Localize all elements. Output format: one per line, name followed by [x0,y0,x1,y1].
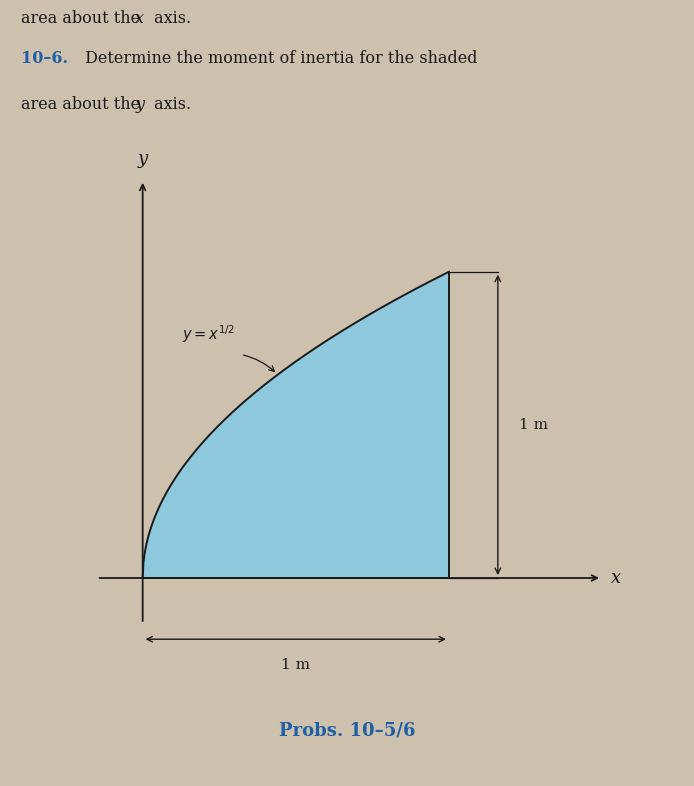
Text: x: x [135,10,144,27]
Text: area about the: area about the [21,96,145,112]
Text: axis.: axis. [149,10,192,27]
Text: 10–6.: 10–6. [21,50,68,68]
Text: x: x [611,569,621,587]
Text: Probs. 10–5/6: Probs. 10–5/6 [279,722,415,740]
Text: y: y [137,149,148,167]
Text: area about the: area about the [21,10,145,27]
Text: 1 m: 1 m [281,658,310,671]
Text: axis.: axis. [149,96,192,112]
Polygon shape [143,272,449,578]
Text: y: y [135,96,144,112]
Text: $y = x^{1/2}$: $y = x^{1/2}$ [183,324,236,345]
Text: Determine the moment of inertia for the shaded: Determine the moment of inertia for the … [80,50,477,68]
Text: 1 m: 1 m [519,418,548,432]
